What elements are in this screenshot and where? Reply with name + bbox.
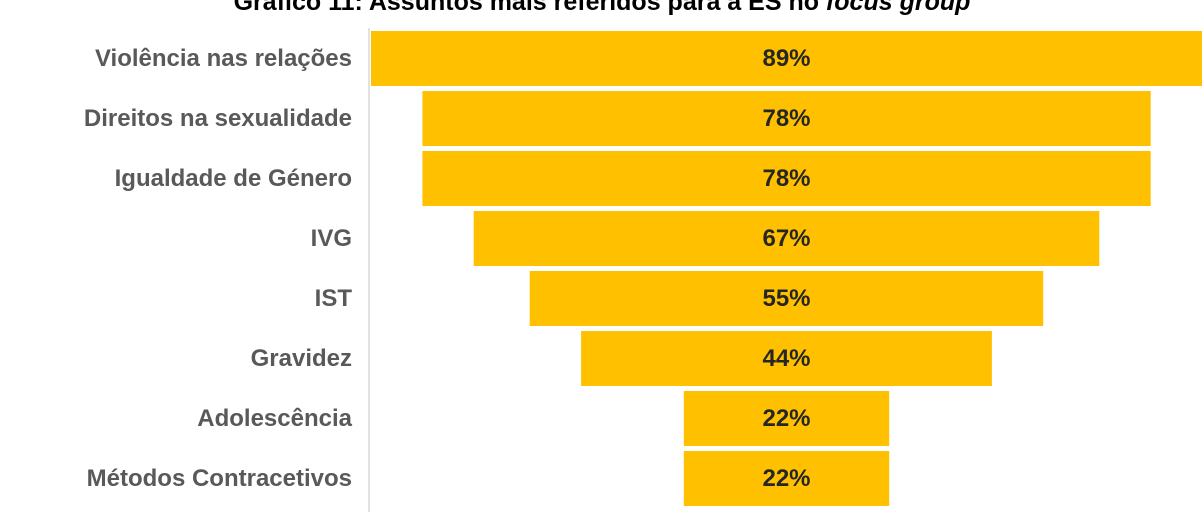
chart-title-italic: focus group [825,0,971,16]
value-label: 55% [762,285,810,312]
funnel-bar [683,451,890,506]
funnel-bar [422,151,1151,206]
category-label: IST [315,285,353,312]
value-label: 78% [762,105,810,132]
funnel-bar [683,391,890,446]
value-label: 67% [762,225,810,252]
funnel-bar [422,91,1151,146]
value-labels-layer: 89% 78% 78% 67% 55% 44% 22% 22% [762,45,810,492]
value-label: 44% [762,345,810,372]
funnel-bar [529,271,1044,326]
value-label: 22% [762,465,810,492]
category-label: Direitos na sexualidade [84,105,352,132]
category-label: IVG [311,225,352,252]
funnel-bar [473,211,1100,266]
funnel-bar [581,331,992,386]
value-label: 89% [762,45,810,72]
value-label: 22% [762,405,810,432]
chart-title: Gráfico 11: Assuntos mais referidos para… [0,0,1204,17]
category-label: Adolescência [197,405,352,432]
value-label: 78% [762,165,810,192]
category-label: Gravidez [251,345,352,372]
category-label: Igualdade de Género [115,165,352,192]
chart-title-text: Gráfico 11: Assuntos mais referidos para… [233,0,819,16]
funnel-bar [371,31,1202,86]
category-label: Métodos Contracetivos [87,465,352,492]
category-labels-layer: Violência nas relações Direitos na sexual… [84,45,353,492]
category-label: Violência nas relações [95,45,352,72]
bars-layer [371,31,1202,506]
